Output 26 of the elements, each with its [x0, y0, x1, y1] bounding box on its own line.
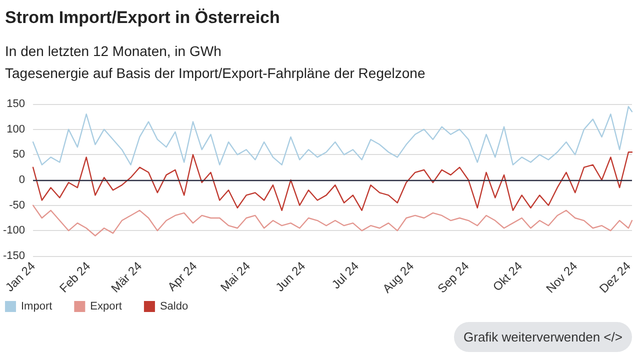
x-tick-label: Aug 24 — [380, 258, 417, 296]
y-tick-label: -50 — [9, 199, 26, 212]
y-tick-label: 100 — [6, 123, 26, 136]
y-tick-label: 0 — [18, 174, 26, 186]
x-tick-label: Okt 24 — [490, 258, 526, 294]
x-tick-label: Mär 24 — [108, 258, 145, 296]
x-tick-label: Jun 24 — [272, 258, 308, 294]
line-series — [32, 204, 633, 236]
legend-label: Saldo — [160, 300, 188, 312]
x-tick-label: Nov 24 — [543, 258, 580, 296]
y-tick-label: -100 — [2, 224, 26, 237]
chart-title: Strom Import/Export in Österreich — [5, 8, 280, 27]
x-tick-label: Dez 24 — [596, 258, 634, 296]
legend-label: Import — [21, 300, 52, 312]
legend-label: Export — [90, 300, 122, 312]
y-tick-label: 150 — [6, 98, 26, 110]
y-tick-label: 50 — [12, 148, 26, 161]
line-series — [32, 152, 633, 211]
line-series — [32, 106, 633, 166]
x-tick-label: Mai 24 — [218, 258, 254, 294]
x-tick-label: Apr 24 — [164, 258, 200, 294]
x-tick-label: Jul 24 — [328, 258, 362, 292]
text: Grafik weiterverwenden </> — [464, 330, 622, 344]
x-tick-label: Sep 24 — [434, 258, 472, 296]
x-tick-label: Feb 24 — [56, 258, 94, 296]
chart-subtitle: In den letzten 12 Monaten, in GWh Tagesenergie auf Basis der Import/Export-Fahrpläne der Regelzone — [5, 43, 426, 81]
